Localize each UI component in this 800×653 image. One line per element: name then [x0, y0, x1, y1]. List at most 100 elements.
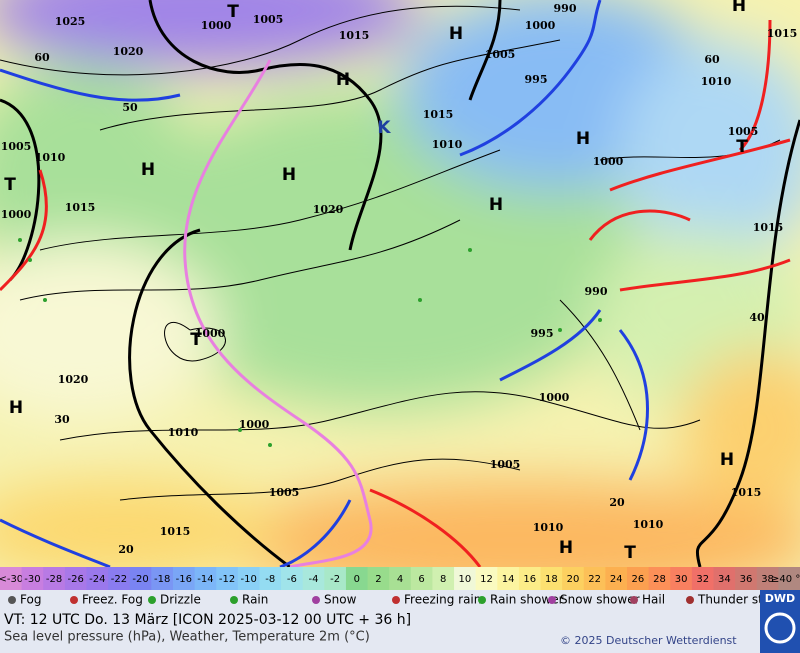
scale-label: 8	[440, 574, 446, 585]
scale-label: -10	[240, 574, 256, 585]
isobar-label: 60	[34, 51, 50, 64]
scale-cell	[713, 567, 736, 590]
scale-label: -24	[89, 574, 105, 585]
scale-label: -14	[197, 574, 213, 585]
scale-label: ≥40 °C	[771, 574, 800, 585]
isobar-label: 1000	[195, 327, 226, 340]
scale-label: 26	[631, 574, 644, 585]
scale-label: 24	[610, 574, 623, 585]
isobar-label: 1000	[239, 418, 270, 431]
copyright: © 2025 Deutscher Wetterdienst	[560, 634, 737, 647]
pressure-center: H	[9, 398, 23, 418]
isobar-label: 1000	[201, 19, 232, 32]
scale-cell	[648, 567, 671, 590]
scale-label: 6	[418, 574, 424, 585]
fronts	[0, 0, 791, 567]
scale-cell	[151, 567, 174, 590]
scale-cell	[324, 567, 347, 590]
weather-icon	[478, 596, 486, 604]
scale-cell	[778, 567, 800, 590]
isobar-label: 995	[525, 73, 548, 86]
scale-cell	[237, 567, 260, 590]
weather-icon	[548, 596, 556, 604]
scale-cell	[518, 567, 542, 590]
scale-cell	[302, 567, 325, 590]
pressure-center: T	[736, 137, 748, 157]
pressure-center: H	[489, 195, 503, 215]
scale-label: -22	[111, 574, 127, 585]
isobar-label: 1015	[753, 221, 784, 234]
description: Sea level pressure (hPa), Weather, Tempe…	[4, 630, 370, 645]
scale-cell	[21, 567, 44, 590]
pressure-center: H	[576, 129, 590, 149]
scale-label: -20	[132, 574, 148, 585]
isobar-label: 20	[118, 543, 134, 556]
scale-cell	[432, 567, 455, 590]
isobar-label: 990	[554, 2, 577, 15]
scale-label: 18	[545, 574, 558, 585]
scale-label: 28	[653, 574, 666, 585]
isobars	[0, 5, 781, 501]
scale-label: 16	[523, 574, 536, 585]
isobar-label: 40	[749, 311, 765, 324]
weather-icon	[230, 596, 238, 604]
scale-cell	[172, 567, 196, 590]
scale-label: 34	[718, 574, 731, 585]
scale-cell	[216, 567, 239, 590]
isobar-label: 1005	[485, 48, 516, 61]
scale-label: 38	[761, 574, 774, 585]
isobar-label: 1020	[313, 203, 344, 216]
weather-legend-label: Freez. Fog	[82, 593, 143, 607]
pressure-center: K	[377, 118, 391, 138]
pressure-center: H	[141, 160, 155, 180]
scale-cell	[475, 567, 498, 590]
isobar-label: 1015	[731, 486, 762, 499]
scale-label: -18	[154, 574, 170, 585]
scale-label: 12	[480, 574, 493, 585]
scale-cell	[627, 567, 650, 590]
weather-legend: Fog Freez. Fog Drizzle Rain Snow Freezing rai…	[8, 593, 787, 607]
scale-cell	[108, 567, 131, 590]
weather-icon	[148, 596, 156, 604]
logo-icon	[764, 612, 796, 644]
main-isobars	[0, 0, 800, 567]
weather-legend-label: Freezing rain	[404, 593, 481, 607]
weather-icon	[312, 596, 320, 604]
scale-label: -2	[330, 574, 340, 585]
weather-legend-label: Drizzle	[160, 593, 201, 607]
scale-label: 14	[502, 574, 515, 585]
pressure-center: T	[4, 175, 16, 195]
scale-label: -28	[46, 574, 62, 585]
isobar-label: 1015	[160, 525, 191, 538]
scale-label: 4	[397, 574, 403, 585]
scale-label: 36	[740, 574, 753, 585]
scale-label: -6	[287, 574, 297, 585]
scale-cell	[86, 567, 109, 590]
weather-icon	[70, 596, 78, 604]
isobar-label: 1010	[168, 426, 199, 439]
isobar-label: 1015	[423, 108, 454, 121]
isobar-label: 60	[704, 53, 720, 66]
pressure-center: T	[190, 330, 202, 350]
logo: DWD	[765, 592, 795, 605]
isobar-label: 1000	[539, 391, 570, 404]
scale-cell	[129, 567, 152, 590]
scale-cell	[691, 567, 715, 590]
scale-cell	[259, 567, 282, 590]
isobar-label: 1005	[728, 125, 759, 138]
scale-label: -4	[309, 574, 319, 585]
scale-cell	[0, 567, 23, 590]
isobar-label: 30	[54, 413, 70, 426]
scale-cell	[497, 567, 520, 590]
scale-cell	[756, 567, 779, 590]
isobar-label: 1000	[593, 155, 624, 168]
weather-legend-label: Hail	[642, 593, 665, 607]
scale-cell	[194, 567, 217, 590]
weather-symbols	[18, 238, 602, 447]
pressure-center: T	[227, 2, 239, 22]
scale-cell	[605, 567, 628, 590]
pressure-center: H	[720, 450, 734, 470]
isobar-label: 1010	[533, 521, 564, 534]
isobar-label: 1010	[633, 518, 664, 531]
